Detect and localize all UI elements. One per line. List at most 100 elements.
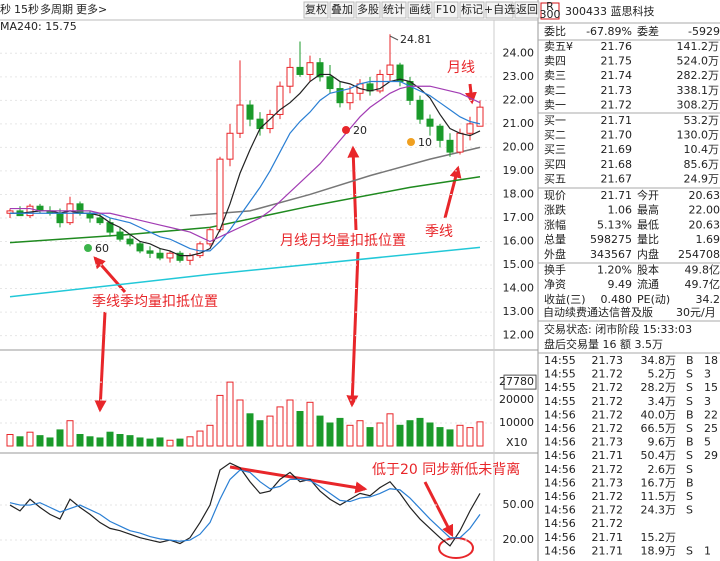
candle-body [306, 62, 314, 75]
quote-label: PE(动) [637, 293, 670, 306]
badge-text: 300 [540, 8, 561, 21]
volume-bar [176, 438, 184, 447]
trade-cell: 21.72 [592, 408, 624, 421]
volume-bar [326, 422, 334, 447]
trade-cell: 14:55 [544, 381, 576, 394]
candle-body [136, 243, 144, 252]
quote-price: 21.68 [601, 158, 633, 171]
toolbar-button[interactable] [433, 1, 459, 19]
quote-value: -67.89% [586, 25, 632, 38]
trade-cell: 14:55 [544, 354, 576, 367]
volume-bar [476, 421, 484, 447]
toolbar-button[interactable] [407, 1, 433, 19]
toolbar-button[interactable] [355, 1, 381, 19]
trade-cell: 21.72 [592, 463, 624, 476]
volume-bar [406, 420, 414, 447]
toolbar-button[interactable] [303, 1, 329, 19]
arrow [94, 311, 107, 413]
candle-body [466, 123, 474, 134]
trade-cell: 29 [704, 449, 718, 462]
quote-volume: 53.2万 [684, 114, 720, 127]
candle-body [476, 106, 484, 127]
quote-value: 20.63 [689, 218, 720, 231]
quote-volume: 524.0万 [677, 55, 720, 68]
y-tick-label: 20000 [499, 393, 534, 406]
quote-value: 254708 [678, 248, 720, 261]
volume-bar [226, 381, 234, 447]
candle-body [26, 205, 34, 217]
candle-body [276, 85, 284, 115]
annotation: 季线季均量扣抵位置 [92, 294, 218, 310]
volume-bar [106, 431, 114, 447]
candle-body [76, 203, 84, 214]
toolbar-button[interactable] [381, 1, 407, 19]
trade-cell: 14:56 [544, 408, 576, 421]
quote-label: 内盘 [637, 247, 659, 261]
volume-bar [446, 429, 454, 447]
trade-cell: 14:56 [544, 463, 576, 476]
candle-body [456, 132, 464, 153]
candle-body [166, 252, 174, 259]
trade-cell: 14:55 [544, 368, 576, 381]
status-text: 盘后交易量 16 额 3.5万 [544, 337, 663, 351]
quote-value: 22.00 [689, 204, 720, 217]
quote-price: 21.75 [601, 55, 633, 68]
candle-body [216, 158, 224, 231]
badge-text: R [546, 0, 554, 13]
trade-cell: 22 [704, 408, 718, 421]
quote-volume: 282.2万 [677, 69, 720, 82]
quote-label: 买五 [544, 172, 566, 185]
trade-cell: 28.2万 [641, 381, 677, 394]
long-ma-line [9, 246, 481, 298]
toolbar-button[interactable] [459, 1, 485, 19]
candle-body [336, 88, 344, 104]
trade-cell: 14:55 [544, 395, 576, 408]
quote-value: 5.13% [597, 218, 632, 231]
quote-price: 21.71 [601, 114, 633, 127]
volume-bar [16, 436, 24, 447]
quote-label: 总量 [544, 232, 566, 246]
volume-bar [116, 434, 124, 447]
quote-label: 涨幅 [544, 218, 566, 231]
arrow [346, 251, 360, 408]
y-tick-label: 21.00 [503, 117, 535, 130]
toolbar-item: 秒 [0, 2, 11, 16]
volume-bar [386, 413, 394, 447]
volume-bar [46, 437, 54, 447]
trade-cell: 16.7万 [641, 476, 677, 489]
quote-label: 委比 [544, 25, 566, 38]
trade-cell: B [686, 476, 694, 489]
y-tick-label: 23.00 [503, 70, 535, 83]
trade-cell: 34.8万 [641, 354, 677, 367]
annotation: 月线 [447, 60, 475, 76]
quote-price: 21.72 [601, 98, 633, 111]
arrow [443, 165, 462, 219]
quote-value: 598275 [590, 233, 632, 246]
candle-body [186, 255, 194, 261]
quote-price: 21.73 [601, 84, 633, 97]
y-tick-label: 18.00 [503, 187, 535, 200]
candle-body [316, 62, 324, 78]
trade-cell: 14:56 [544, 544, 576, 557]
trade-cell: 3 [704, 368, 711, 381]
toolbar-button[interactable] [329, 1, 355, 19]
volume-bar [206, 424, 214, 447]
trade-cell: 21.72 [592, 381, 624, 394]
toolbar-button-label: F10 [436, 3, 456, 16]
quote-value: 0.480 [601, 293, 633, 306]
quote-value: -5929 [688, 25, 720, 38]
trade-cell: S [686, 544, 693, 557]
volume-bar [86, 436, 94, 447]
volume-bar [246, 413, 254, 447]
toolbar-button-label: 统计 [383, 3, 405, 16]
trade-cell: S [686, 381, 693, 394]
candle-body [346, 92, 354, 104]
toolbar-button[interactable] [485, 1, 514, 19]
volume-bar [56, 429, 64, 447]
toolbar-button[interactable] [514, 1, 540, 19]
status-text: 交易状态: 闭市阶段 15:33:03 [544, 322, 692, 336]
quote-value: 34.2 [696, 293, 720, 306]
marker-label: 60 [95, 242, 109, 255]
trade-cell: 3.4万 [648, 395, 677, 408]
